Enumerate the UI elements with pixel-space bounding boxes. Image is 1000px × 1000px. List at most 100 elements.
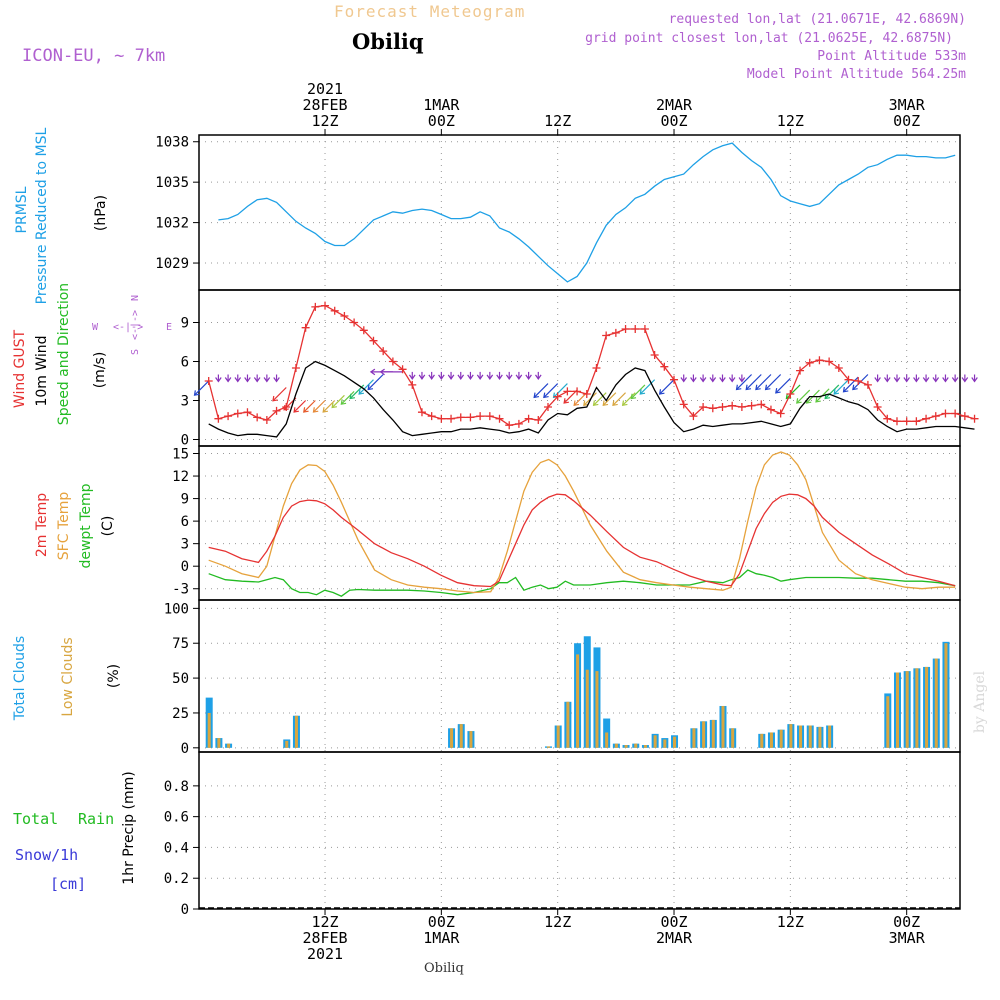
gust-marker [699,403,708,411]
bottom-time-label: 28FEB [302,929,347,947]
wind-arrowhead [331,402,338,409]
wind-arrowhead [476,374,484,380]
wind-arrowhead [745,384,752,391]
watermark: by Angel [972,670,988,733]
gust-marker [417,408,426,417]
y-tick-label: 0.6 [164,810,189,826]
low-cloud-bar [576,654,580,748]
wind-arrowhead [457,374,465,380]
top-time-label: 00Z [428,112,455,130]
gust-marker [747,401,756,410]
low-cloud-bar [760,733,764,748]
y-tick-label: 15 [172,447,189,463]
gust-marker [505,421,514,430]
dewpt-temp-line [208,569,956,597]
low-cloud-bar [566,701,570,748]
label-total-clouds: Total Clouds [12,636,28,721]
y-tick-label: 0.4 [164,840,189,856]
gust-marker [602,331,611,340]
wind-direction-arrow [833,379,849,395]
label-prmsl: PRMSL [14,186,30,233]
y-tick-label: 9 [181,316,189,332]
gust-marker [224,412,233,421]
wind-arrowhead [496,374,503,380]
top-time-label: 2MAR [656,96,693,114]
bottom-time-label: 00Z [893,913,920,931]
low-cloud-bar [634,743,638,748]
wind-arrowhead [842,386,849,393]
wind-arrowhead [340,399,347,405]
wind-arrowhead [719,377,726,383]
wind-arrowhead [563,398,569,404]
gust-marker [553,392,562,401]
gust-marker [359,326,368,335]
label-cm: [cm] [50,875,86,893]
wind-arrowhead [913,377,920,383]
label-pressure-msl: Pressure Reduced to MSL [34,127,50,304]
gust-marker [437,414,446,423]
bottom-time-label: 12Z [544,913,571,931]
gust-marker [902,417,911,426]
gust-marker [514,419,523,428]
wind-arrowhead [438,374,445,380]
panel-frame [198,751,961,910]
wind-arrowhead [263,377,271,383]
wind-arrowhead [293,407,299,413]
panel-frame [198,445,961,601]
gust-marker [388,357,397,366]
gust-marker [650,351,659,359]
wind-arrowhead [543,392,549,399]
wind-arrowhead [764,384,771,391]
gust-marker [621,325,630,333]
wind-arrowhead [533,392,540,399]
temp-2m-line [208,493,956,588]
compass-north: N [130,295,141,301]
bottom-time-label: 2MAR [656,929,693,947]
wind-arrowhead [755,384,761,391]
gust-marker [670,375,679,384]
gust-marker [873,403,882,411]
wind-arrowhead [312,407,319,413]
gust-marker [757,400,766,409]
wind-arrowhead [621,400,628,407]
low-cloud-bar [731,728,735,748]
gust-marker [883,414,892,423]
gust-marker [766,405,775,414]
gust-marker [495,414,504,423]
label-low-clouds: Low Clouds [60,637,76,716]
wind-arrowhead [234,377,242,383]
compass-west: W [92,322,99,333]
compass-we-arrows: <-|-> [113,322,143,333]
wind-arrowhead [193,390,200,396]
gust-marker [941,409,950,418]
y-tick-label: 0.8 [164,779,189,795]
y-tick-label: 100 [164,601,189,617]
panel-0: 1029 1032 1035 1038 [155,134,961,291]
compass-east: E [166,322,172,333]
label-celsius: (C) [100,516,116,537]
gust-marker [960,412,969,421]
wind-direction-arrow [796,389,811,404]
gust-marker [543,403,552,411]
top-time-label: 12Z [777,112,804,130]
model-label: ICON-EU, ~ 7km [22,46,165,66]
y-tick-label: 6 [181,514,189,530]
wind-direction-arrow [563,389,578,404]
top-time-label: 2021 [307,80,343,98]
gust-marker [214,414,223,423]
wind-arrowhead [602,400,609,407]
wind-arrowhead [775,388,781,394]
label-snow: Snow/1h [15,846,78,864]
gust-marker [796,366,805,375]
app-title: Forecast Meteogram [334,2,525,21]
wind-arrowhead [699,377,707,383]
low-cloud-bar [711,719,715,748]
pressure-line [218,142,956,283]
top-time-label: 28FEB [302,96,347,114]
low-cloud-bar [595,671,599,748]
wind-direction-arrow [358,379,374,395]
label-hpa: (hPa) [93,195,109,231]
gust-marker [301,323,310,332]
gust-marker [931,412,940,421]
y-tick-label: 3 [181,537,189,553]
